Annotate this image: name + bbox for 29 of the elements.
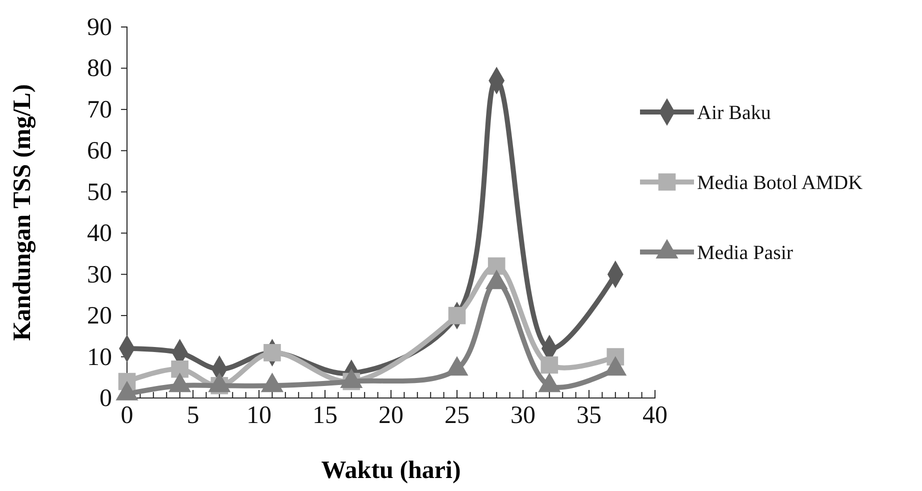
legend-label: Media Botol AMDK xyxy=(697,172,864,194)
legend-label: Media Pasir xyxy=(697,242,794,264)
y-tick-label: 70 xyxy=(87,96,112,124)
x-axis-title: Waktu (hari) xyxy=(321,457,461,484)
x-tick-label: 15 xyxy=(312,402,338,429)
y-tick-label: 0 xyxy=(100,385,112,412)
x-tick-label: 0 xyxy=(120,402,134,429)
point xyxy=(540,356,558,374)
y-axis-title: Kandungan TSS (mg/L) xyxy=(9,84,36,341)
x-tick-label: 30 xyxy=(510,402,536,429)
x-tick-label: 40 xyxy=(642,402,668,429)
x-tick-label: 20 xyxy=(378,402,404,429)
x-tick-label: 10 xyxy=(246,402,272,429)
legend-label: Air Baku xyxy=(697,102,771,124)
y-tick-label: 90 xyxy=(87,14,112,41)
y-tick-label: 10 xyxy=(87,344,112,371)
y-tick-label: 40 xyxy=(87,220,112,248)
x-tick-label: 25 xyxy=(444,402,470,429)
x-tick-label: 35 xyxy=(576,402,602,429)
point xyxy=(171,360,188,378)
y-tick-label: 20 xyxy=(87,302,112,330)
y-tick-label: 80 xyxy=(87,55,112,82)
y-tick-label: 60 xyxy=(87,138,112,165)
y-tick-label: 50 xyxy=(87,178,112,206)
point xyxy=(488,257,506,275)
x-tick-label: 5 xyxy=(186,402,200,429)
point xyxy=(448,306,466,324)
point xyxy=(264,344,281,362)
y-tick-label: 30 xyxy=(87,261,112,288)
